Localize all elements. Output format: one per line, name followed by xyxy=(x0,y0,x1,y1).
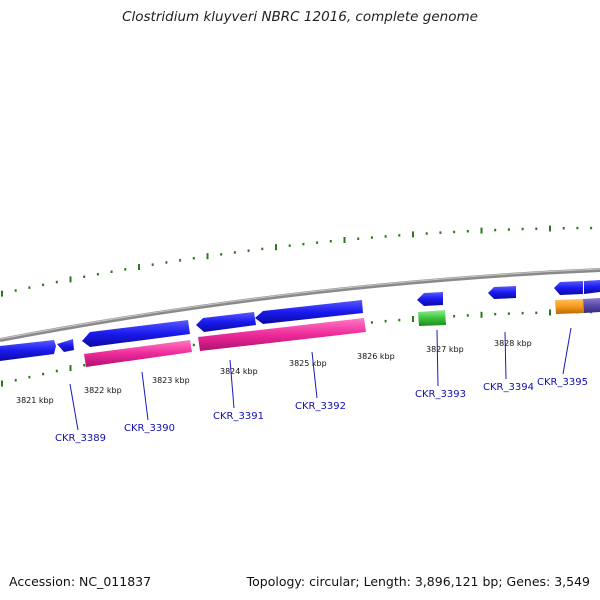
accession-label: Accession: NC_011837 xyxy=(9,574,152,589)
gene-block-ckr3391-product[interactable] xyxy=(198,318,366,351)
kbp-label: 3825 kbp xyxy=(289,359,327,368)
locus-tag-ckr3390[interactable]: CKR_3390 xyxy=(124,423,175,434)
gene-arrow-forward[interactable] xyxy=(57,339,74,352)
kbp-label: 3828 kbp xyxy=(494,339,532,348)
gene-arrow-ckr3394[interactable] xyxy=(488,286,516,299)
locus-tag-ckr3391[interactable]: CKR_3391 xyxy=(213,411,264,422)
gene-arrow-ckr3395[interactable] xyxy=(554,281,583,295)
locus-tag-ckr3394[interactable]: CKR_3394 xyxy=(483,382,534,393)
kbp-label: 3823 kbp xyxy=(152,376,190,385)
gene-block-ckr3395-product-b[interactable] xyxy=(583,298,600,313)
kbp-label: 3821 kbp xyxy=(16,396,54,405)
gene-arrow-ckr3391[interactable] xyxy=(196,312,256,332)
gene-arrow-ckr3390[interactable] xyxy=(82,320,190,347)
genome-stats-label: Topology: circular; Length: 3,896,121 bp… xyxy=(246,574,590,589)
outer-tick-ring xyxy=(1,225,593,297)
locus-tag-labels: CKR_3389 CKR_3390 CKR_3391 CKR_3392 CKR_… xyxy=(55,377,588,444)
kbp-ruler-labels: 3821 kbp 3822 kbp 3823 kbp 3824 kbp 3825… xyxy=(16,339,532,405)
genome-backbone xyxy=(0,268,600,342)
kbp-label: 3822 kbp xyxy=(84,386,122,395)
locus-tag-ckr3392[interactable]: CKR_3392 xyxy=(295,401,346,412)
gene-arrow-forward[interactable] xyxy=(584,280,600,294)
kbp-label: 3826 kbp xyxy=(357,352,395,361)
inner-tick-ring xyxy=(1,309,593,387)
locus-tag-ckr3389[interactable]: CKR_3389 xyxy=(55,433,106,444)
kbp-label: 3824 kbp xyxy=(220,367,258,376)
kbp-label: 3827 kbp xyxy=(426,345,464,354)
gene-block-ckr3390-product[interactable] xyxy=(84,340,192,367)
locus-tag-ckr3395[interactable]: CKR_3395 xyxy=(537,377,588,388)
genome-title: Clostridium kluyveri NBRC 12016, complet… xyxy=(122,9,478,25)
gene-arrow-ckr3392[interactable] xyxy=(255,300,363,324)
gene-arrow-ckr3393[interactable] xyxy=(417,292,443,306)
gene-block-ckr3393-product[interactable] xyxy=(418,310,446,326)
genome-backbone-highlight xyxy=(0,268,600,340)
gene-leader-lines xyxy=(69,327,572,431)
gene-arrow-forward[interactable] xyxy=(0,340,56,361)
locus-tag-ckr3393[interactable]: CKR_3393 xyxy=(415,389,466,400)
gene-block-ckr3395-product[interactable] xyxy=(555,299,584,314)
